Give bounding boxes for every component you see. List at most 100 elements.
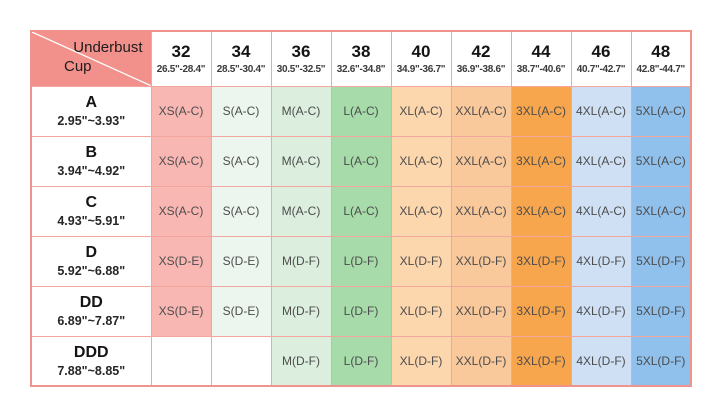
corner-cup-label: Cup: [64, 57, 92, 75]
column-header-48: 48 42.8"-44.7": [630, 30, 692, 87]
table-row-cup-c: C 4.93"~5.91" XS(A-C) S(A-C) M(A-C) L(A-C…: [30, 185, 692, 237]
table-row-cup-a: A 2.95"~3.93" XS(A-C) S(A-C) M(A-C) L(A-C…: [30, 85, 692, 137]
size-cell: 5XL(D-F): [630, 335, 692, 387]
cup-range-label: 5.92"~6.88": [57, 264, 126, 279]
band-size-label: 44: [531, 42, 551, 62]
cup-range-label: 6.89"~7.87": [57, 314, 126, 329]
bra-size-chart-table: Underbust Cup 32 26.5"-28.4" 34 28.5"-30.4…: [30, 30, 692, 387]
band-size-label: 32: [171, 42, 191, 62]
table-row-cup-dd: DD 6.89"~7.87" XS(D-E) S(D-E) M(D-F) L(D-…: [30, 285, 692, 337]
size-cell: XL(A-C): [390, 85, 452, 137]
size-cell: 5XL(A-C): [630, 85, 692, 137]
size-cell: XS(A-C): [150, 185, 212, 237]
band-size-label: 36: [291, 42, 311, 62]
column-header-38: 38 32.6"-34.8": [330, 30, 392, 87]
size-cell: S(A-C): [210, 135, 272, 187]
cup-letter-label: C: [85, 193, 98, 211]
size-cell: S(D-E): [210, 235, 272, 287]
table-row-cup-d: D 5.92"~6.88" XS(D-E) S(D-E) M(D-F) L(D-F…: [30, 235, 692, 287]
size-cell: 3XL(A-C): [510, 135, 572, 187]
size-cell: M(D-F): [270, 335, 332, 387]
size-cell: M(A-C): [270, 135, 332, 187]
size-cell: 4XL(D-F): [570, 235, 632, 287]
size-cell-empty: [150, 335, 212, 387]
header-row: Underbust Cup 32 26.5"-28.4" 34 28.5"-30.4…: [30, 30, 692, 87]
band-size-label: 34: [231, 42, 251, 62]
table-row-cup-b: B 3.94"~4.92" XS(A-C) S(A-C) M(A-C) L(A-C…: [30, 135, 692, 187]
size-cell: 3XL(A-C): [510, 85, 572, 137]
size-cell: XS(D-E): [150, 285, 212, 337]
column-header-44: 44 38.7"-40.6": [510, 30, 572, 87]
band-range-label: 28.5"-30.4": [216, 64, 266, 76]
size-cell: XS(D-E): [150, 235, 212, 287]
size-cell: XL(A-C): [390, 185, 452, 237]
size-cell: 4XL(A-C): [570, 185, 632, 237]
row-header-cup-d: D 5.92"~6.88": [30, 235, 152, 287]
row-header-cup-b: B 3.94"~4.92": [30, 135, 152, 187]
size-cell: 4XL(A-C): [570, 135, 632, 187]
column-header-34: 34 28.5"-30.4": [210, 30, 272, 87]
corner-header-cell: Underbust Cup: [30, 30, 152, 87]
size-cell: 4XL(D-F): [570, 335, 632, 387]
band-range-label: 30.5"-32.5": [276, 64, 326, 76]
column-header-32: 32 26.5"-28.4": [150, 30, 212, 87]
size-cell: XL(A-C): [390, 135, 452, 187]
cup-letter-label: D: [85, 243, 98, 261]
cup-range-label: 3.94"~4.92": [57, 164, 126, 179]
cup-letter-label: DDD: [73, 343, 109, 361]
size-cell: XXL(A-C): [450, 135, 512, 187]
size-cell: L(A-C): [330, 135, 392, 187]
column-header-46: 46 40.7"-42.7": [570, 30, 632, 87]
cup-range-label: 7.88"~8.85": [57, 363, 126, 378]
size-cell: XXL(D-F): [450, 285, 512, 337]
size-cell: M(D-F): [270, 285, 332, 337]
size-cell: 5XL(A-C): [630, 185, 692, 237]
size-cell: 4XL(D-F): [570, 285, 632, 337]
size-cell: XL(D-F): [390, 335, 452, 387]
cup-letter-label: B: [85, 143, 98, 161]
size-cell: 3XL(A-C): [510, 185, 572, 237]
row-header-cup-c: C 4.93"~5.91": [30, 185, 152, 237]
band-size-label: 40: [411, 42, 431, 62]
band-range-label: 38.7"-40.6": [516, 64, 566, 76]
diagonal-divider-line: [32, 32, 150, 85]
band-size-label: 48: [651, 42, 671, 62]
column-header-42: 42 36.9"-38.6": [450, 30, 512, 87]
size-cell: M(D-F): [270, 235, 332, 287]
band-size-label: 46: [591, 42, 611, 62]
corner-underbust-label: Underbust: [73, 39, 143, 56]
size-cell: S(A-C): [210, 85, 272, 137]
size-cell: XXL(D-F): [450, 335, 512, 387]
row-header-cup-dd: DD 6.89"~7.87": [30, 285, 152, 337]
row-header-cup-a: A 2.95"~3.93": [30, 85, 152, 137]
size-cell-empty: [210, 335, 272, 387]
column-header-36: 36 30.5"-32.5": [270, 30, 332, 87]
size-cell: 3XL(D-F): [510, 285, 572, 337]
band-range-label: 26.5"-28.4": [156, 64, 206, 76]
size-cell: XXL(A-C): [450, 85, 512, 137]
band-range-label: 42.8"-44.7": [636, 64, 686, 76]
size-cell: 3XL(D-F): [510, 235, 572, 287]
band-range-label: 40.7"-42.7": [576, 64, 626, 76]
cup-letter-label: A: [85, 93, 98, 111]
size-cell: M(A-C): [270, 185, 332, 237]
band-size-label: 38: [351, 42, 371, 62]
band-range-label: 34.9"-36.7": [396, 64, 446, 76]
cup-range-label: 2.95"~3.93": [57, 114, 126, 129]
table-row-cup-ddd: DDD 7.88"~8.85" M(D-F) L(D-F) XL(D-F) XXL…: [30, 335, 692, 387]
size-cell: S(A-C): [210, 185, 272, 237]
size-cell: 5XL(D-F): [630, 235, 692, 287]
size-cell: XL(D-F): [390, 235, 452, 287]
size-cell: XS(A-C): [150, 135, 212, 187]
size-cell: L(D-F): [330, 235, 392, 287]
size-cell: S(D-E): [210, 285, 272, 337]
size-cell: XXL(D-F): [450, 235, 512, 287]
size-cell: L(D-F): [330, 285, 392, 337]
band-range-label: 36.9"-38.6": [456, 64, 506, 76]
size-cell: L(D-F): [330, 335, 392, 387]
size-cell: 3XL(D-F): [510, 335, 572, 387]
column-header-40: 40 34.9"-36.7": [390, 30, 452, 87]
size-cell: XL(D-F): [390, 285, 452, 337]
size-cell: M(A-C): [270, 85, 332, 137]
size-cell: XS(A-C): [150, 85, 212, 137]
